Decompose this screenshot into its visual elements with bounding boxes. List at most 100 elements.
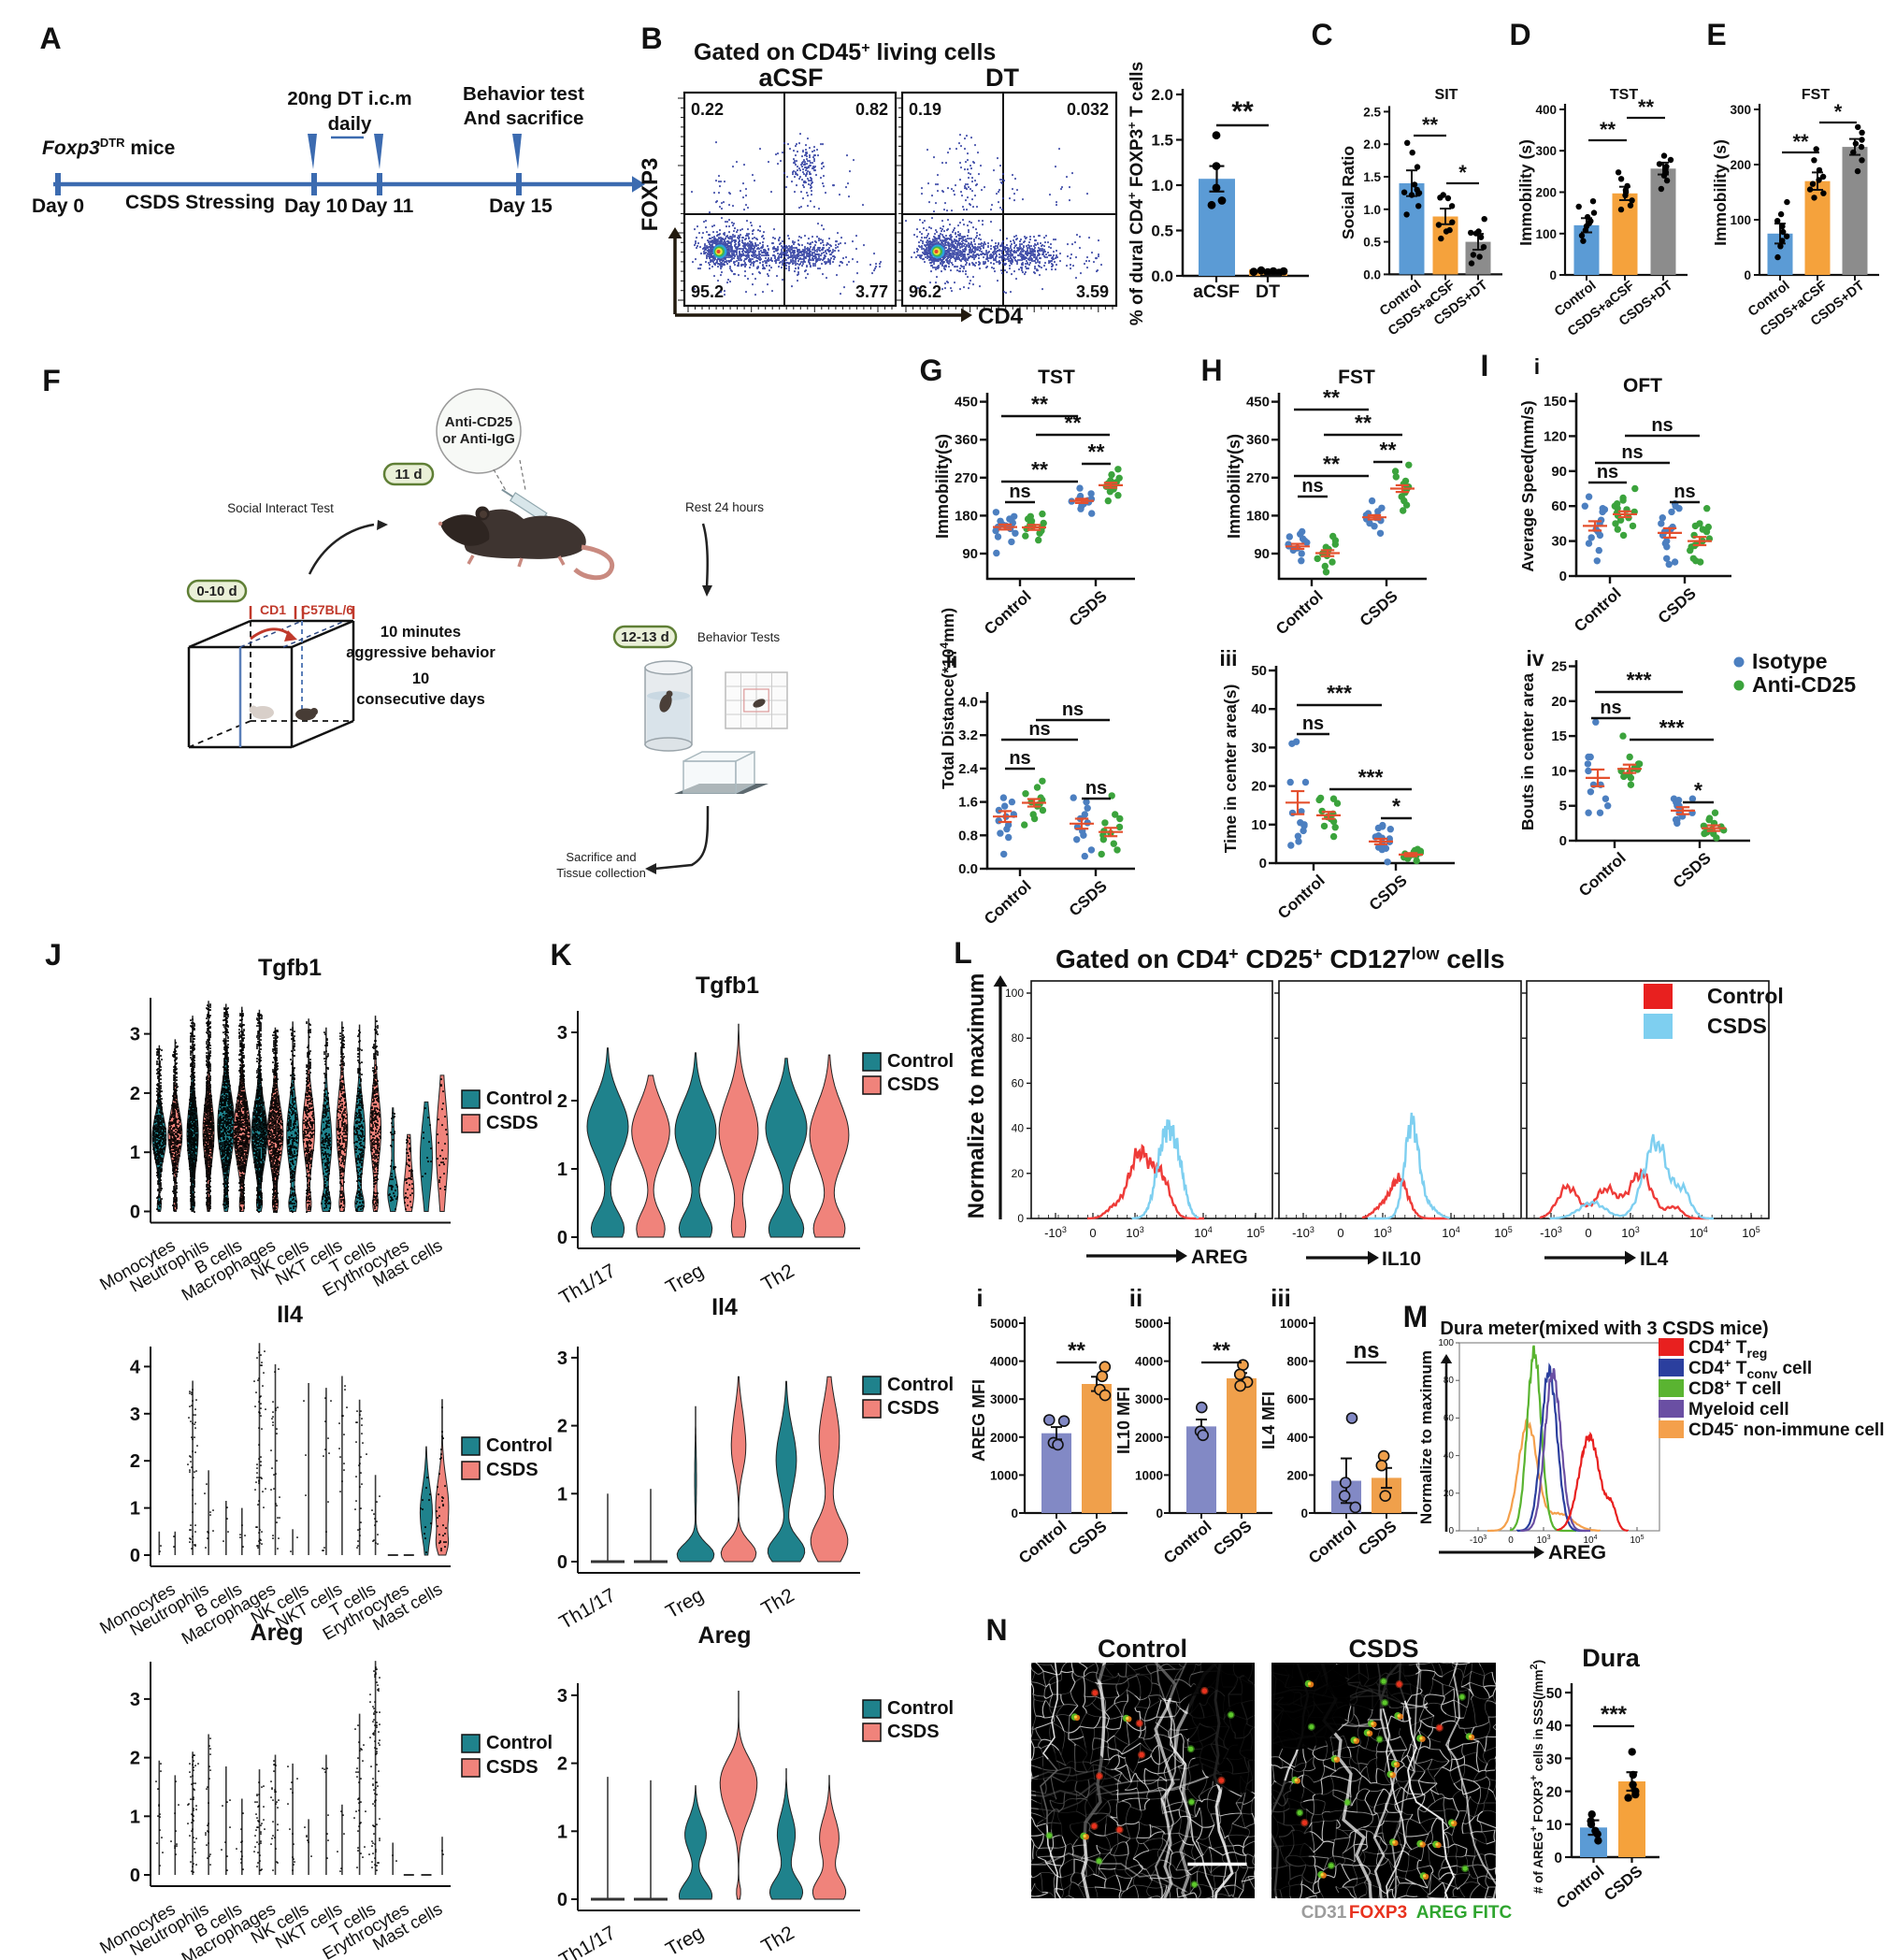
svg-text:**: ** [1422,113,1439,137]
svg-text:CSDS: CSDS [887,1074,940,1095]
svg-text:CD31: CD31 [1301,1903,1347,1923]
svg-text:Social Ratio: Social Ratio [1339,146,1357,239]
svg-text:180: 180 [955,508,978,524]
svg-text:0: 0 [1259,856,1267,872]
svg-text:Control: Control [486,1088,553,1109]
svg-text:2.4: 2.4 [958,761,979,777]
svg-text:i: i [1534,354,1540,379]
svg-text:Tgfb1: Tgfb1 [696,973,759,999]
svg-text:CSDS: CSDS [887,1398,940,1419]
svg-text:CSDS: CSDS [1348,1635,1418,1663]
svg-text:iv: iv [1526,646,1544,670]
svg-text:0.5: 0.5 [1363,236,1381,250]
svg-text:*: * [1834,100,1843,123]
svg-text:4.0: 4.0 [958,695,978,711]
svg-text:-103: -103 [1540,1225,1562,1240]
svg-text:ns: ns [1009,482,1030,502]
svg-text:1: 1 [130,1807,140,1827]
svg-text:1000: 1000 [1135,1468,1163,1482]
svg-text:CSDS: CSDS [887,1722,940,1742]
svg-text:ns: ns [1301,476,1323,497]
svg-text:**: ** [1600,118,1616,141]
svg-text:***: *** [1627,668,1652,692]
svg-text:I: I [1481,349,1489,382]
svg-text:3.59: 3.59 [1076,282,1109,301]
svg-text:Control: Control [1707,984,1784,1008]
svg-text:FST: FST [1802,87,1830,103]
svg-text:Myeloid cell: Myeloid cell [1688,1400,1789,1420]
svg-text:2.5: 2.5 [1363,105,1381,119]
svg-text:40: 40 [1012,1122,1025,1135]
svg-text:80: 80 [1444,1376,1455,1386]
svg-text:1.6: 1.6 [958,795,978,811]
svg-text:ns: ns [1600,698,1621,718]
svg-text:270: 270 [1246,470,1270,486]
svg-text:Immobility(s): Immobility(s) [1225,434,1243,539]
svg-text:0-10 d: 0-10 d [196,584,237,599]
svg-text:Il4: Il4 [711,1294,738,1320]
svg-text:3: 3 [130,1405,140,1425]
svg-text:600: 600 [1286,1392,1308,1406]
svg-text:D: D [1509,18,1530,51]
svg-text:Gated on CD4+ CD25+ CD127low c: Gated on CD4+ CD25+ CD127low cells [1056,944,1505,973]
svg-text:ns: ns [1062,699,1084,720]
svg-text:Bouts in center area: Bouts in center area [1518,673,1537,831]
svg-text:TST: TST [1038,367,1075,388]
svg-text:Control: Control [887,1051,954,1072]
svg-text:3000: 3000 [990,1392,1018,1406]
svg-text:0: 0 [1448,1526,1454,1536]
svg-text:CD8+ T cell: CD8+ T cell [1688,1376,1781,1399]
svg-text:Control: Control [887,1375,954,1395]
svg-text:270: 270 [955,470,978,486]
svg-text:2.0: 2.0 [1151,86,1173,104]
svg-text:Rest 24 hours: Rest 24 hours [685,500,764,514]
svg-text:G: G [920,353,943,387]
svg-text:0.0: 0.0 [1151,267,1173,285]
svg-text:1: 1 [130,1499,140,1520]
svg-text:0.19: 0.19 [909,100,941,119]
svg-text:# of AREG+ FOXP3+ cells in SSS: # of AREG+ FOXP3+ cells in SSS(/mm2) [1529,1660,1545,1894]
svg-text:60: 60 [1012,1076,1025,1089]
svg-text:180: 180 [1246,508,1270,524]
svg-text:5000: 5000 [990,1317,1018,1331]
svg-text:1: 1 [557,1822,567,1842]
svg-text:0: 0 [1156,1506,1163,1520]
svg-text:TST: TST [1610,87,1638,103]
svg-text:B: B [640,22,662,55]
svg-text:60: 60 [1551,498,1567,514]
svg-text:Total Distance(*104mm): Total Distance(*104mm) [938,608,957,789]
svg-text:**: ** [1638,95,1655,119]
svg-text:Areg: Areg [251,1620,304,1646]
svg-text:1: 1 [557,1160,567,1180]
svg-text:ii: ii [946,648,958,672]
svg-text:2: 2 [557,1091,567,1112]
svg-text:1.5: 1.5 [1363,170,1381,184]
svg-text:ns: ns [1651,415,1673,436]
svg-text:Anti-CD25: Anti-CD25 [445,414,513,430]
svg-text:Control: Control [486,1733,553,1753]
svg-text:-103: -103 [1470,1535,1487,1546]
svg-text:20: 20 [1251,779,1267,795]
svg-text:40: 40 [1546,1719,1562,1735]
svg-text:Time in center area(s): Time in center area(s) [1221,685,1240,854]
svg-text:IL4 MFI: IL4 MFI [1259,1391,1278,1449]
svg-text:3.77: 3.77 [855,282,888,301]
svg-text:60: 60 [1444,1413,1455,1423]
svg-text:1: 1 [130,1143,140,1163]
svg-text:**: ** [1213,1338,1230,1363]
svg-text:20: 20 [1551,694,1567,710]
svg-text:ns: ns [1597,462,1618,483]
svg-text:400: 400 [1535,103,1557,117]
svg-text:IL4: IL4 [1640,1248,1669,1270]
svg-text:360: 360 [955,432,978,448]
svg-text:25: 25 [1551,659,1567,675]
svg-text:360: 360 [1246,432,1270,448]
svg-text:CD1: CD1 [260,602,286,617]
svg-text:Day 11: Day 11 [352,195,414,217]
svg-text:1000: 1000 [990,1468,1018,1482]
svg-text:3000: 3000 [1135,1392,1163,1406]
svg-text:Dura: Dura [1582,1644,1640,1672]
svg-text:Anti-CD25: Anti-CD25 [1752,672,1856,697]
svg-text:100: 100 [1438,1338,1454,1348]
svg-text:100: 100 [1535,227,1557,241]
